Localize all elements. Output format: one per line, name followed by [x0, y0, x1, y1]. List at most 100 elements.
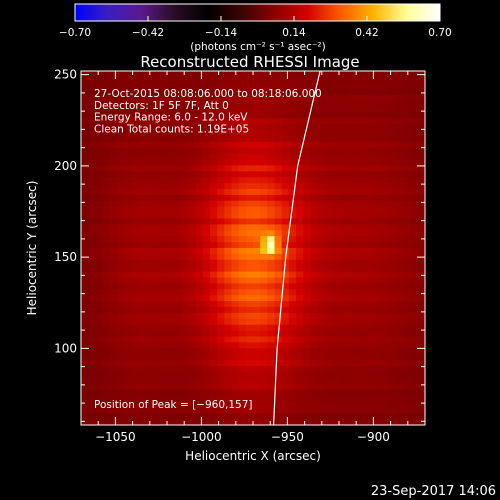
heatmap-cell	[181, 312, 190, 320]
heatmap-cell	[81, 307, 89, 314]
heatmap-cell	[245, 141, 254, 149]
heatmap-cell	[109, 218, 118, 225]
heatmap-cell	[360, 200, 369, 208]
heatmap-cell	[231, 118, 240, 125]
heatmap-cell	[417, 371, 425, 379]
heatmap-cell	[367, 259, 376, 267]
heatmap-cell	[303, 354, 311, 361]
heatmap-cell	[102, 259, 111, 267]
heatmap-cell	[410, 71, 419, 78]
heatmap-cell	[159, 330, 168, 338]
heatmap-cell	[95, 360, 104, 367]
heatmap-cell	[116, 265, 125, 273]
heatmap-cell	[124, 271, 132, 279]
heatmap-cell	[238, 177, 247, 184]
heatmap-cell	[210, 141, 218, 149]
heatmap-cell	[296, 212, 304, 220]
heatmap-cell	[174, 259, 182, 267]
heatmap-cell	[281, 307, 290, 314]
heatmap-cell	[238, 224, 247, 231]
heatmap-cell	[181, 82, 190, 90]
heatmap-cell	[102, 248, 111, 255]
heatmap-cell	[145, 236, 154, 243]
heatmap-cell	[324, 371, 333, 379]
heatmap-cell	[195, 354, 204, 361]
heatmap-cell	[145, 88, 154, 96]
heatmap-cell	[296, 159, 304, 166]
heatmap-cell	[417, 348, 425, 355]
heatmap-cell	[281, 183, 290, 190]
heatmap-cell	[260, 336, 268, 343]
heatmap-cell	[145, 112, 154, 119]
heatmap-cell	[159, 106, 168, 113]
heatmap-cell	[231, 377, 240, 385]
heatmap-cell	[346, 259, 354, 267]
heatmap-cell	[417, 354, 425, 361]
heatmap-cell	[95, 312, 104, 320]
heatmap-cell	[253, 177, 261, 184]
heatmap-cell	[267, 342, 276, 349]
heatmap-cell	[303, 242, 311, 249]
heatmap-cell	[267, 295, 276, 302]
heatmap-cell	[267, 301, 276, 308]
heatmap-cell	[188, 336, 197, 343]
heatmap-cell	[202, 147, 211, 155]
heatmap-cell	[138, 283, 147, 290]
heatmap-cell	[238, 236, 247, 243]
heatmap-cell	[382, 295, 390, 302]
heatmap-cell	[339, 82, 347, 90]
heatmap-cell	[267, 283, 276, 290]
heatmap-cell	[159, 118, 168, 125]
heatmap-cell	[88, 141, 96, 149]
heatmap-cell	[217, 312, 225, 320]
heatmap-cell	[353, 130, 362, 137]
heatmap-cell	[159, 336, 168, 343]
heatmap-cell	[410, 183, 419, 190]
heatmap-cell	[374, 271, 383, 279]
heatmap-cell	[152, 348, 161, 355]
heatmap-cell	[367, 330, 376, 338]
heatmap-cell	[159, 177, 168, 184]
heatmap-cell	[124, 82, 132, 90]
heatmap-cell	[410, 289, 419, 296]
heatmap-cell	[231, 100, 240, 107]
heatmap-cell	[152, 295, 161, 302]
heatmap-cell	[396, 289, 405, 296]
heatmap-cell	[217, 212, 225, 220]
heatmap-cell	[274, 153, 283, 161]
heatmap-cell	[202, 301, 211, 308]
heatmap-cell	[267, 324, 276, 332]
heatmap-cell	[145, 407, 154, 414]
heatmap-cell	[167, 348, 175, 355]
heatmap-cell	[346, 371, 354, 379]
heatmap-cell	[281, 194, 290, 202]
heatmap-cell	[210, 189, 218, 196]
heatmap-cell	[360, 265, 369, 273]
heatmap-cell	[353, 100, 362, 107]
heatmap-cell	[346, 153, 354, 161]
colorbar-tick-label: −0.14	[205, 27, 237, 39]
heatmap-cell	[202, 224, 211, 231]
heatmap-cell	[403, 153, 412, 161]
heatmap-cell	[353, 124, 362, 131]
heatmap-cell	[124, 76, 132, 84]
heatmap-cell	[152, 354, 161, 361]
heatmap-cell	[310, 112, 319, 119]
heatmap-cell	[367, 159, 376, 166]
heatmap-cell	[181, 289, 190, 296]
heatmap-cell	[102, 130, 111, 137]
heatmap-cell	[253, 301, 261, 308]
heatmap-cell	[81, 141, 89, 149]
heatmap-cell	[188, 289, 197, 296]
heatmap-cell	[167, 124, 175, 131]
heatmap-cell	[367, 389, 376, 397]
heatmap-cell	[181, 295, 190, 302]
heatmap-cell	[267, 177, 276, 184]
heatmap-cell	[253, 141, 261, 149]
heatmap-cell	[374, 336, 383, 343]
heatmap-cell	[389, 289, 397, 296]
heatmap-cell	[382, 82, 390, 90]
heatmap-cell	[131, 124, 139, 131]
heatmap-cell	[138, 289, 147, 296]
heatmap-cell	[288, 124, 297, 131]
